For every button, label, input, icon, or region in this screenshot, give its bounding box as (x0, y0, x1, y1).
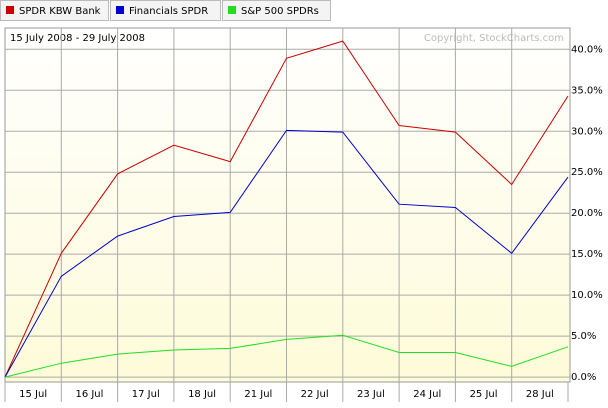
x-tick-label: 21 Jul (244, 389, 272, 400)
y-tick-label: 40.0% (571, 44, 603, 55)
x-tick-label: 17 Jul (132, 389, 160, 400)
legend-tab (222, 0, 331, 21)
x-tick-label: 18 Jul (188, 389, 216, 400)
x-tick-label: 25 Jul (470, 389, 498, 400)
legend-tab (110, 0, 221, 21)
legend-label: SPDR KBW Bank (19, 6, 101, 17)
x-tick-label: 15 Jul (19, 389, 47, 400)
legend-swatch (6, 6, 14, 14)
legend-tab (0, 0, 109, 21)
legend-label: Financials SPDR (129, 6, 208, 17)
y-tick-label: 20.0% (571, 208, 603, 219)
legend-swatch (116, 6, 124, 14)
plot-area (4, 27, 571, 383)
y-tick-label: 5.0% (571, 331, 596, 342)
series-line (4, 129, 569, 378)
copyright: Copyright, StockCharts.com (424, 33, 564, 44)
series-line (4, 40, 569, 378)
y-tick-label: 0.0% (571, 372, 596, 383)
legend-label: S&P 500 SPDRs (241, 6, 319, 17)
x-tick-label: 16 Jul (75, 389, 103, 400)
subtitle: 15 July 2008 - 29 July 2008 (10, 33, 145, 44)
x-tick-label: 22 Jul (301, 389, 329, 400)
x-tick-label: 28 Jul (526, 389, 554, 400)
series-line (4, 334, 569, 378)
legend-swatch (228, 6, 236, 14)
x-tick-label: 23 Jul (357, 389, 385, 400)
y-tick-label: 15.0% (571, 249, 603, 260)
y-tick-label: 35.0% (571, 85, 603, 96)
y-tick-label: 10.0% (571, 290, 603, 301)
x-tick-label: 24 Jul (413, 389, 441, 400)
y-tick-label: 25.0% (571, 167, 603, 178)
y-tick-label: 30.0% (571, 126, 603, 137)
